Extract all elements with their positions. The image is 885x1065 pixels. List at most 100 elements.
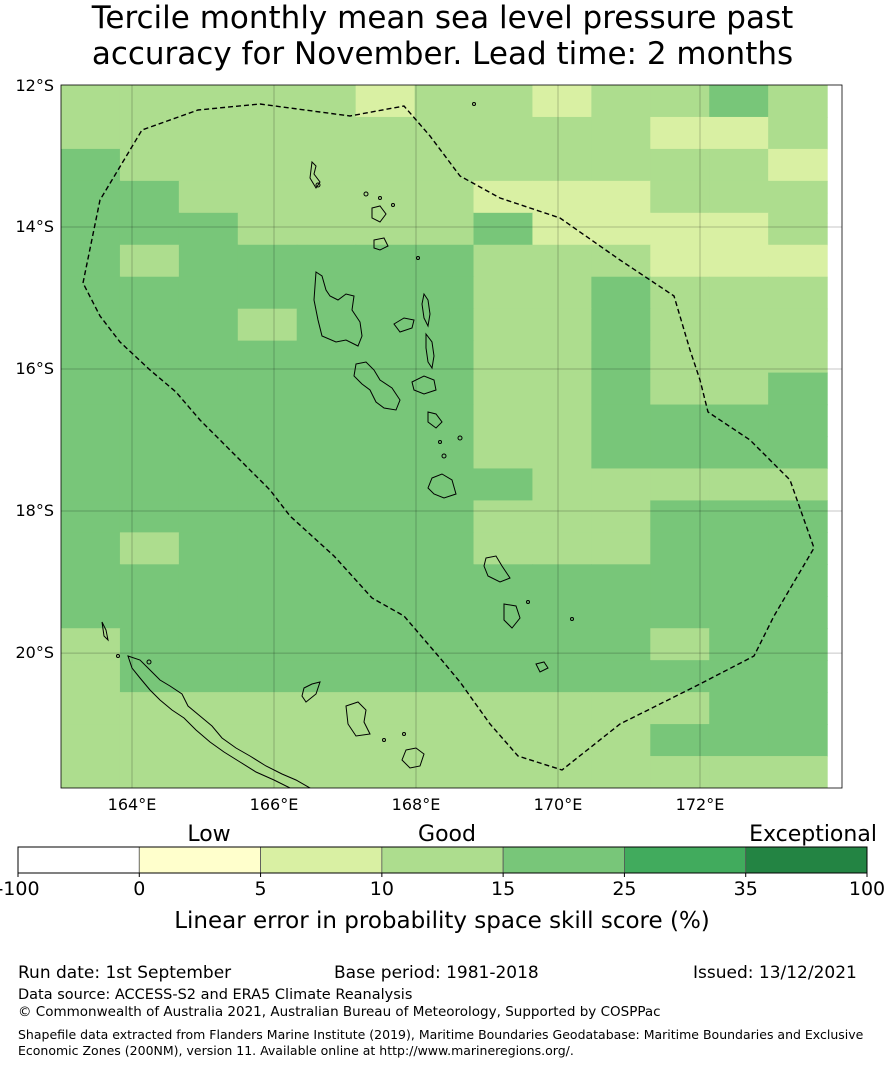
lat-label: 14°S [15, 217, 54, 236]
skill-cell [532, 724, 592, 757]
skill-cell [591, 500, 651, 533]
skill-cell [709, 564, 769, 597]
skill-cell [768, 180, 828, 214]
skill-cell [709, 404, 769, 438]
skill-cell [61, 564, 121, 597]
skill-cell [355, 596, 416, 629]
skill-cell [355, 308, 416, 342]
skill-cell [709, 628, 769, 661]
skill-cell [119, 180, 180, 214]
skill-cell [532, 180, 592, 214]
colorbar-segment [138, 846, 261, 874]
run-date: Run date: 1st September [18, 963, 232, 983]
skill-cell [296, 756, 357, 788]
colorbar-tick-label: -100 [0, 878, 40, 900]
skill-cell [61, 372, 121, 406]
island-lifou [345, 701, 371, 737]
skill-cell [709, 436, 769, 470]
island-maewo [421, 292, 431, 328]
skill-cell [650, 692, 710, 725]
skill-grid [61, 85, 828, 788]
skill-cell [237, 116, 298, 150]
skill-cell [414, 85, 475, 118]
skill-cell [414, 212, 475, 246]
skill-cell [768, 85, 828, 118]
skill-cell [473, 692, 534, 725]
skill-cell [119, 340, 180, 374]
skill-cell [650, 372, 710, 406]
lon-label: 164°E [108, 795, 157, 814]
skill-cell [119, 436, 180, 470]
skill-cell [237, 180, 298, 214]
island-mare [401, 747, 425, 769]
skill-cell [119, 756, 180, 788]
skill-cell [591, 276, 651, 310]
skill-cell [532, 372, 592, 406]
skill-cell [61, 404, 121, 438]
skill-cell [473, 724, 534, 757]
skill-cell [414, 372, 475, 406]
skill-cell [237, 692, 298, 725]
skill-cell [237, 532, 298, 565]
graticule [61, 85, 842, 788]
skill-cell [61, 244, 121, 278]
axis-labels: 12°S 14°S 16°S 18°S 20°S 164°E 166°E 168… [15, 76, 724, 814]
skill-cell [709, 308, 769, 342]
skill-cell [237, 724, 298, 757]
skill-cell [178, 148, 239, 182]
shapefile-credit-line-1: Shapefile data extracted from Flanders M… [18, 1027, 864, 1042]
skill-cell [178, 596, 239, 629]
skill-cell [650, 116, 710, 150]
skill-cell [355, 85, 416, 118]
skill-cell [178, 692, 239, 725]
colorbar-segment [624, 846, 747, 874]
skill-cell [414, 340, 475, 374]
colorbar [17, 846, 868, 874]
skill-cell [532, 628, 592, 661]
skill-cell [532, 756, 592, 788]
skill-cell [591, 212, 651, 246]
skill-cell [119, 85, 180, 118]
skill-cell [119, 468, 180, 502]
skill-cell [768, 404, 828, 438]
skill-cell [768, 340, 828, 374]
skill-cell [119, 532, 180, 565]
skill-cell [61, 212, 121, 246]
island-efate [427, 473, 457, 499]
skill-cell [532, 276, 592, 310]
skill-cell [473, 404, 534, 438]
skill-cell [119, 628, 180, 661]
skill-cell [61, 628, 121, 661]
data-source: Data source: ACCESS-S2 and ERA5 Climate … [18, 987, 413, 1003]
skill-cell [237, 244, 298, 278]
skill-cell [650, 340, 710, 374]
skill-cell [768, 244, 828, 278]
lat-label: 18°S [15, 501, 54, 520]
skill-cell [532, 692, 592, 725]
skill-cell [178, 116, 239, 150]
shapefile-credit: Shapefile data extracted from Flanders M… [18, 1027, 878, 1059]
colorbar-segment [381, 846, 504, 874]
skill-cell [591, 724, 651, 757]
colorbar-segment [17, 846, 140, 874]
skill-cell [473, 756, 534, 788]
colorbar-label: Linear error in probability space skill … [174, 908, 710, 934]
skill-cell [591, 692, 651, 725]
skill-cell [650, 308, 710, 342]
skill-cell [768, 756, 828, 788]
skill-cell [237, 628, 298, 661]
skill-cell [296, 340, 357, 374]
skill-cell [414, 564, 475, 597]
skill-cell [532, 532, 592, 565]
skill-cell [709, 244, 769, 278]
skill-cell [355, 660, 416, 693]
skill-cell [61, 724, 121, 757]
skill-cell [119, 564, 180, 597]
skill-cell [709, 756, 769, 788]
skill-cell [119, 660, 180, 693]
skill-cell [178, 308, 239, 342]
lon-label: 172°E [676, 795, 725, 814]
skill-cell [532, 596, 592, 629]
lat-label: 12°S [15, 76, 54, 95]
skill-cell [355, 372, 416, 406]
